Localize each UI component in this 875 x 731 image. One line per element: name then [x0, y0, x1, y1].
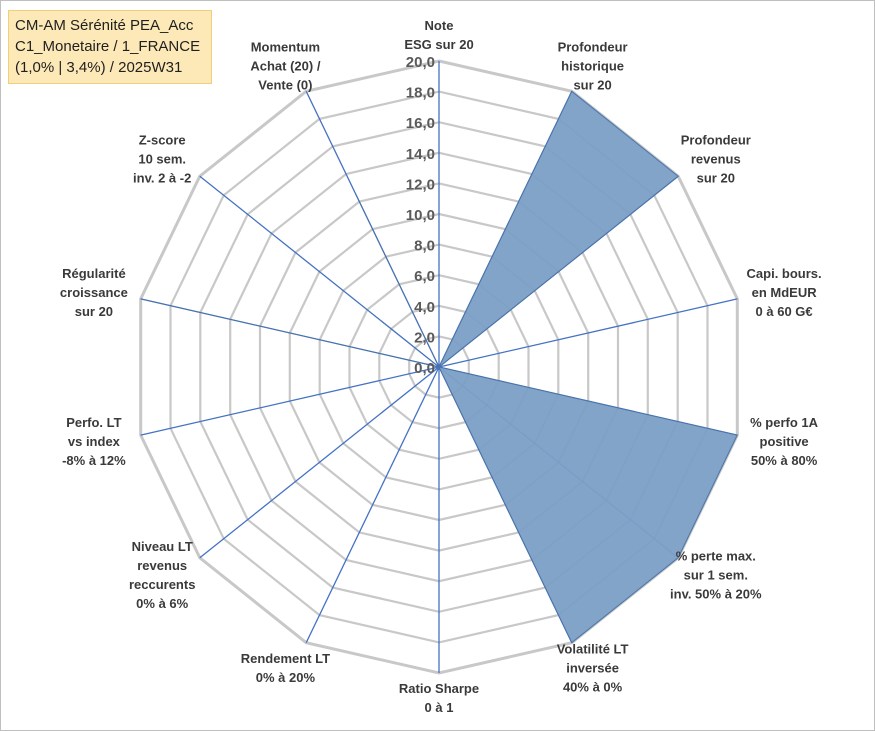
axis-label-line: revenus: [691, 151, 741, 166]
axis-label-line: Rendement LT: [241, 651, 330, 666]
tick-label: 12,0: [406, 176, 435, 193]
axis-label: Profondeur revenus sur 20: [681, 132, 751, 185]
tick-label: 2,0: [414, 329, 435, 346]
axis-label-line: sur 20: [75, 304, 113, 319]
axis-label-line: 0 à 1: [425, 700, 454, 715]
axis-label-line: historique: [561, 59, 624, 74]
axis-label-line: reccurents: [129, 577, 195, 592]
series-area: [140, 90, 739, 644]
axis-label-line: Ratio Sharpe: [399, 681, 479, 696]
axis-label-line: sur 20: [573, 78, 611, 93]
axis-label-line: 50% à 80%: [751, 453, 818, 468]
axis-spoke: [140, 366, 440, 436]
axis-label-line: 0 à 60 G€: [756, 304, 813, 319]
axis-label-line: 0% à 20%: [256, 670, 316, 685]
axis-label-line: Profondeur: [681, 132, 751, 147]
tick-label: 20,0: [406, 54, 435, 71]
axis-spoke: [305, 366, 440, 643]
axis-label-line: vs index: [68, 434, 121, 449]
axis-label-line: croissance: [60, 285, 128, 300]
axis-label-line: % perte max.: [676, 549, 756, 564]
axis-label-line: -8% à 12%: [62, 453, 126, 468]
tick-label: 8,0: [414, 238, 435, 255]
tick-label: 16,0: [406, 115, 435, 132]
axis-spoke: [199, 366, 440, 559]
axis-label: % perte max. sur 1 sem. inv. 50% à 20%: [670, 549, 762, 602]
axis-label-line: Vente (0): [258, 78, 312, 93]
radar-tick-labels: 0,0 2,0 4,0 6,0 8,0 10,0 12,0 14,0 16,0 18,0 20,0: [406, 54, 435, 377]
axis-label-line: Profondeur: [558, 40, 628, 55]
axis-label-line: ESG sur 20: [404, 37, 473, 52]
tick-label: 6,0: [414, 268, 435, 285]
axis-label: Momentum Achat (20) / Vente (0): [250, 40, 320, 93]
axis-label-line: sur 20: [697, 170, 735, 185]
axis-spoke: [199, 175, 440, 368]
axis-label-line: revenus: [137, 558, 187, 573]
fund-category: C1_Monetaire / 1_FRANCE: [15, 38, 201, 55]
fund-name: CM-AM Sérénité PEA_Acc: [15, 17, 194, 34]
axis-label-line: Niveau LT: [132, 539, 193, 554]
axis-label-line: 40% à 0%: [563, 679, 623, 694]
axis-label-line: Capi. bours.: [747, 266, 822, 281]
tick-label: 4,0: [414, 299, 435, 316]
axis-label-line: inversée: [566, 660, 619, 675]
radar-series: [140, 90, 739, 644]
axis-label-line: Perfo. LT: [66, 415, 121, 430]
axis-label-line: 0% à 6%: [136, 596, 188, 611]
axis-label-line: Achat (20) /: [250, 59, 320, 74]
axis-label-line: Momentum: [251, 40, 320, 55]
axis-label-line: inv. 2 à -2: [133, 170, 191, 185]
axis-label: Ratio Sharpe 0 à 1: [399, 681, 479, 715]
axis-label: % perfo 1A positive 50% à 80%: [750, 415, 819, 468]
axis-label-line: positive: [760, 434, 809, 449]
axis-label-line: 10 sem.: [138, 151, 186, 166]
axis-label-line: en MdEUR: [752, 285, 818, 300]
fund-stats: (1,0% | 3,4%) / 2025W31: [15, 59, 183, 76]
axis-label-line: inv. 50% à 20%: [670, 587, 762, 602]
tick-label: 18,0: [406, 85, 435, 102]
axis-label: Profondeur historique sur 20: [558, 40, 628, 93]
axis-label-line: Z-score: [139, 132, 186, 147]
axis-label-line: Note: [425, 18, 454, 33]
axis-label-line: Régularité: [62, 266, 126, 281]
axis-label: Capi. bours. en MdEUR 0 à 60 G€: [747, 266, 822, 319]
tick-label: 10,0: [406, 207, 435, 224]
axis-label: Volatilité LT inversée 40% à 0%: [557, 641, 629, 694]
axis-label-line: Volatilité LT: [557, 641, 629, 656]
fund-title-box: CM-AM Sérénité PEA_Acc C1_Monetaire / 1_…: [8, 10, 212, 84]
axis-label: Perfo. LT vs index -8% à 12%: [62, 415, 126, 468]
axis-label: Niveau LT revenus reccurents 0% à 6%: [129, 539, 195, 611]
axis-label: Rendement LT 0% à 20%: [241, 651, 330, 685]
axis-spoke: [438, 298, 738, 368]
axis-label: Régularité croissance sur 20: [60, 266, 128, 319]
radar-axis-labels: Note ESG sur 20 Profondeur historique sur 20…: [60, 18, 822, 715]
axis-label-line: % perfo 1A: [750, 415, 819, 430]
tick-label: 14,0: [406, 146, 435, 163]
axis-label: Note ESG sur 20: [404, 18, 473, 52]
tick-label: 0,0: [414, 360, 435, 377]
axis-label-line: sur 1 sem.: [684, 568, 748, 583]
axis-label: Z-score 10 sem. inv. 2 à -2: [133, 132, 191, 185]
